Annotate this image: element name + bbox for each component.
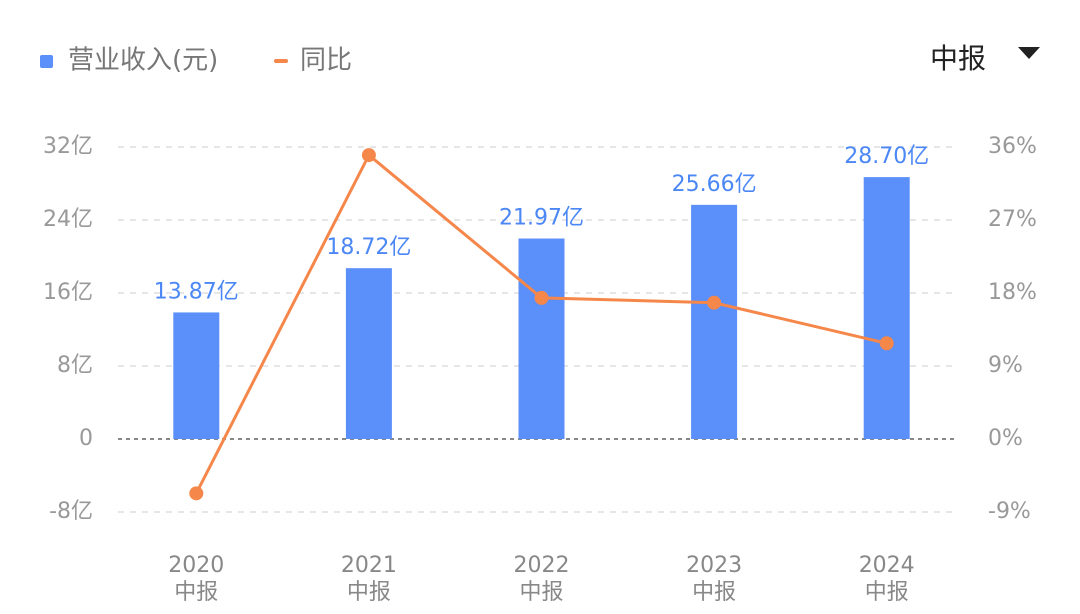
line-point (534, 290, 549, 305)
bar-value-label: 18.72亿 (326, 235, 411, 260)
legend-label: 同比 (300, 46, 352, 76)
bar-value-label: 21.97亿 (499, 206, 584, 231)
x-tick-label: 2024 (859, 553, 915, 578)
bar (863, 177, 910, 440)
bar-value-label: 28.70亿 (844, 144, 929, 169)
x-tick-sublabel: 中报 (519, 580, 563, 605)
bar (173, 312, 220, 439)
legend-label: 营业收入(元) (68, 46, 218, 76)
x-tick-label: 2020 (168, 553, 224, 578)
bar-value-label: 13.87亿 (154, 279, 239, 304)
bar (345, 268, 392, 439)
x-tick-label: 2021 (341, 553, 397, 578)
legend-swatch-line (274, 59, 288, 63)
y-tick-label: 0 (79, 426, 93, 451)
x-tick-sublabel: 中报 (347, 580, 391, 605)
y2-tick-label: 18% (988, 280, 1037, 305)
x-tick-sublabel: 中报 (692, 580, 736, 605)
period-selector[interactable]: 中报 (930, 42, 986, 75)
y2-tick-label: -9% (988, 499, 1031, 524)
line-point (189, 486, 204, 501)
bar-value-label: 25.66亿 (672, 172, 757, 197)
y2-tick-label: 27% (988, 207, 1037, 232)
y2-tick-label: 9% (988, 353, 1023, 378)
y-tick-label: -8亿 (49, 499, 93, 524)
y-tick-label: 24亿 (43, 207, 93, 232)
y-tick-label: 32亿 (43, 134, 93, 159)
y-tick-label: 16亿 (43, 280, 93, 305)
x-tick-sublabel: 中报 (865, 580, 909, 605)
x-tick-label: 2023 (686, 553, 742, 578)
y-tick-label: 8亿 (57, 353, 93, 378)
bar (691, 204, 738, 439)
x-tick-label: 2022 (514, 553, 570, 578)
line-point (707, 295, 722, 310)
y2-tick-label: 36% (988, 134, 1037, 159)
legend-swatch-bar (40, 55, 53, 68)
line-point (361, 148, 376, 163)
line-point (879, 336, 894, 351)
y2-tick-label: 0% (988, 426, 1023, 451)
x-tick-sublabel: 中报 (174, 580, 218, 605)
dropdown-arrow[interactable] (1018, 47, 1040, 59)
bar (518, 238, 565, 439)
